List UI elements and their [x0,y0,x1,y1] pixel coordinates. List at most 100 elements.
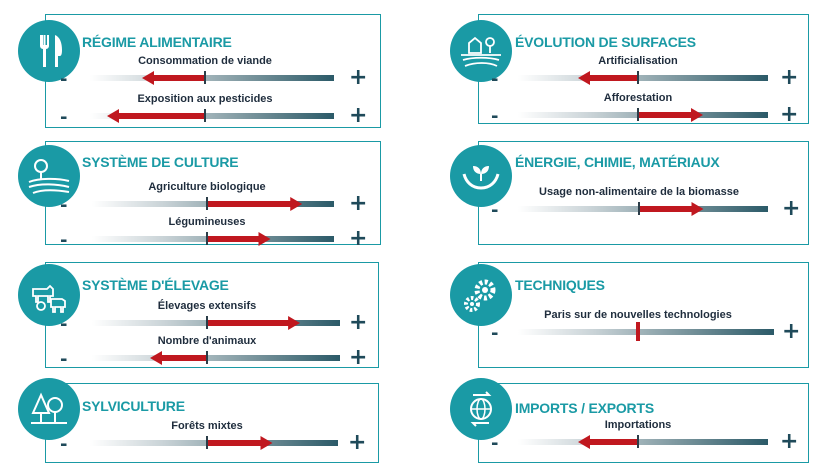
indicator-label: Exposition aux pesticides [137,93,273,105]
panel-surfaces [478,14,809,124]
minus-sign: - [60,314,68,335]
center-tick [206,436,208,449]
indicator-label: Usage non-alimentaire de la biomasse [539,186,739,198]
plus-sign: + [780,429,799,454]
gauge-track [90,75,334,81]
livestock-icon [27,273,71,317]
plus-sign: + [349,310,368,335]
panel-techniques [478,262,809,368]
tree-field-icon [27,154,71,198]
center-tick [638,202,640,215]
panel-title: IMPORTS / EXPORTS [515,400,654,416]
center-tick [206,232,208,245]
minus-sign: - [60,107,68,128]
indicator-row: - Exposition aux pesticides + [0,93,839,133]
center-tick [206,197,208,210]
increase-arrow [207,316,301,330]
landscape-icon [459,29,503,73]
indicator-row: - Importations + [0,419,839,459]
gauge-track [518,329,774,335]
badge-techniques [450,264,512,326]
decrease-arrow [578,71,638,85]
indicator-label: Forêts mixtes [171,420,243,432]
minus-sign: - [60,230,68,251]
indicator-row: - Élevages extensifs + [0,300,839,340]
plus-sign: + [780,102,799,127]
gears-icon [459,273,503,317]
minus-sign: - [491,69,499,90]
panel-title: SYSTÈME D'ÉLEVAGE [82,277,229,293]
increase-arrow [207,197,303,211]
badge-sylviculture [18,378,80,440]
badge-culture [18,145,80,207]
minus-sign: - [60,349,68,370]
center-tick [637,71,639,84]
plus-sign: + [782,196,801,221]
gauge-track [518,439,768,445]
badge-energie [450,145,512,207]
minus-sign: - [60,195,68,216]
decrease-arrow [578,435,638,449]
minus-sign: - [491,433,499,454]
increase-arrow [638,108,703,122]
panel-title: SYLVICULTURE [82,398,185,414]
neutral-marker [636,322,640,341]
badge-imports [450,378,512,440]
plus-sign: + [349,226,368,251]
plus-sign: + [349,191,368,216]
panel-regime [45,14,381,128]
indicator-row: - Consommation de viande + [0,55,839,95]
indicator-label: Artificialisation [598,55,678,67]
minus-sign: - [60,434,68,455]
panel-title: ÉVOLUTION DE SURFACES [515,34,696,50]
decrease-arrow [141,71,205,85]
indicator-row: - Usage non-alimentaire de la biomasse + [0,186,839,226]
gauge-track [92,355,340,361]
minus-sign: - [491,106,499,127]
fork-knife-icon [27,29,71,73]
panel-title: RÉGIME ALIMENTAIRE [82,34,232,50]
indicator-row: - Agriculture biologique + [0,181,839,221]
decrease-arrow [149,351,207,365]
plus-sign: + [349,103,368,128]
forest-icon [27,387,71,431]
panel-title: TECHNIQUES [515,277,605,293]
indicator-label: Importations [604,419,672,431]
indicator-label: Nombre d'animaux [157,335,257,347]
indicator-row: - Artificialisation + [0,55,839,95]
indicator-row: - Paris sur de nouvelles technologies + [0,309,839,349]
indicator-label: Agriculture biologique [148,181,266,193]
badge-regime [18,20,80,82]
globe-arrows-icon [459,387,503,431]
indicator-label: Légumineuses [168,216,246,228]
badge-elevage [18,264,80,326]
badge-surfaces [450,20,512,82]
increase-arrow [207,232,271,246]
center-tick [204,109,206,122]
increase-arrow [639,202,704,216]
indicator-row: - Forêts mixtes + [0,420,839,460]
panel-title: SYSTÈME DE CULTURE [82,154,239,170]
plus-sign: + [349,65,368,90]
indicator-row: - Afforestation + [0,92,839,132]
panel-energie [478,141,809,245]
indicator-label: Élevages extensifs [157,300,257,312]
plus-sign: + [348,430,367,455]
indicator-label: Consommation de viande [138,55,272,67]
center-tick [637,435,639,448]
gauge-track [90,113,334,119]
indicator-row: - Nombre d'animaux + [0,335,839,375]
center-tick [204,71,206,84]
minus-sign: - [60,69,68,90]
gauge-track [518,75,768,81]
indicator-label: Afforestation [603,92,673,104]
panel-elevage [45,262,379,368]
decrease-arrow [107,109,205,123]
plus-sign: + [782,319,801,344]
indicator-row: - Légumineuses + [0,216,839,256]
hands-plant-icon [459,154,503,198]
plus-sign: + [349,345,368,370]
increase-arrow [207,436,273,450]
center-tick [206,316,208,329]
minus-sign: - [491,200,499,221]
